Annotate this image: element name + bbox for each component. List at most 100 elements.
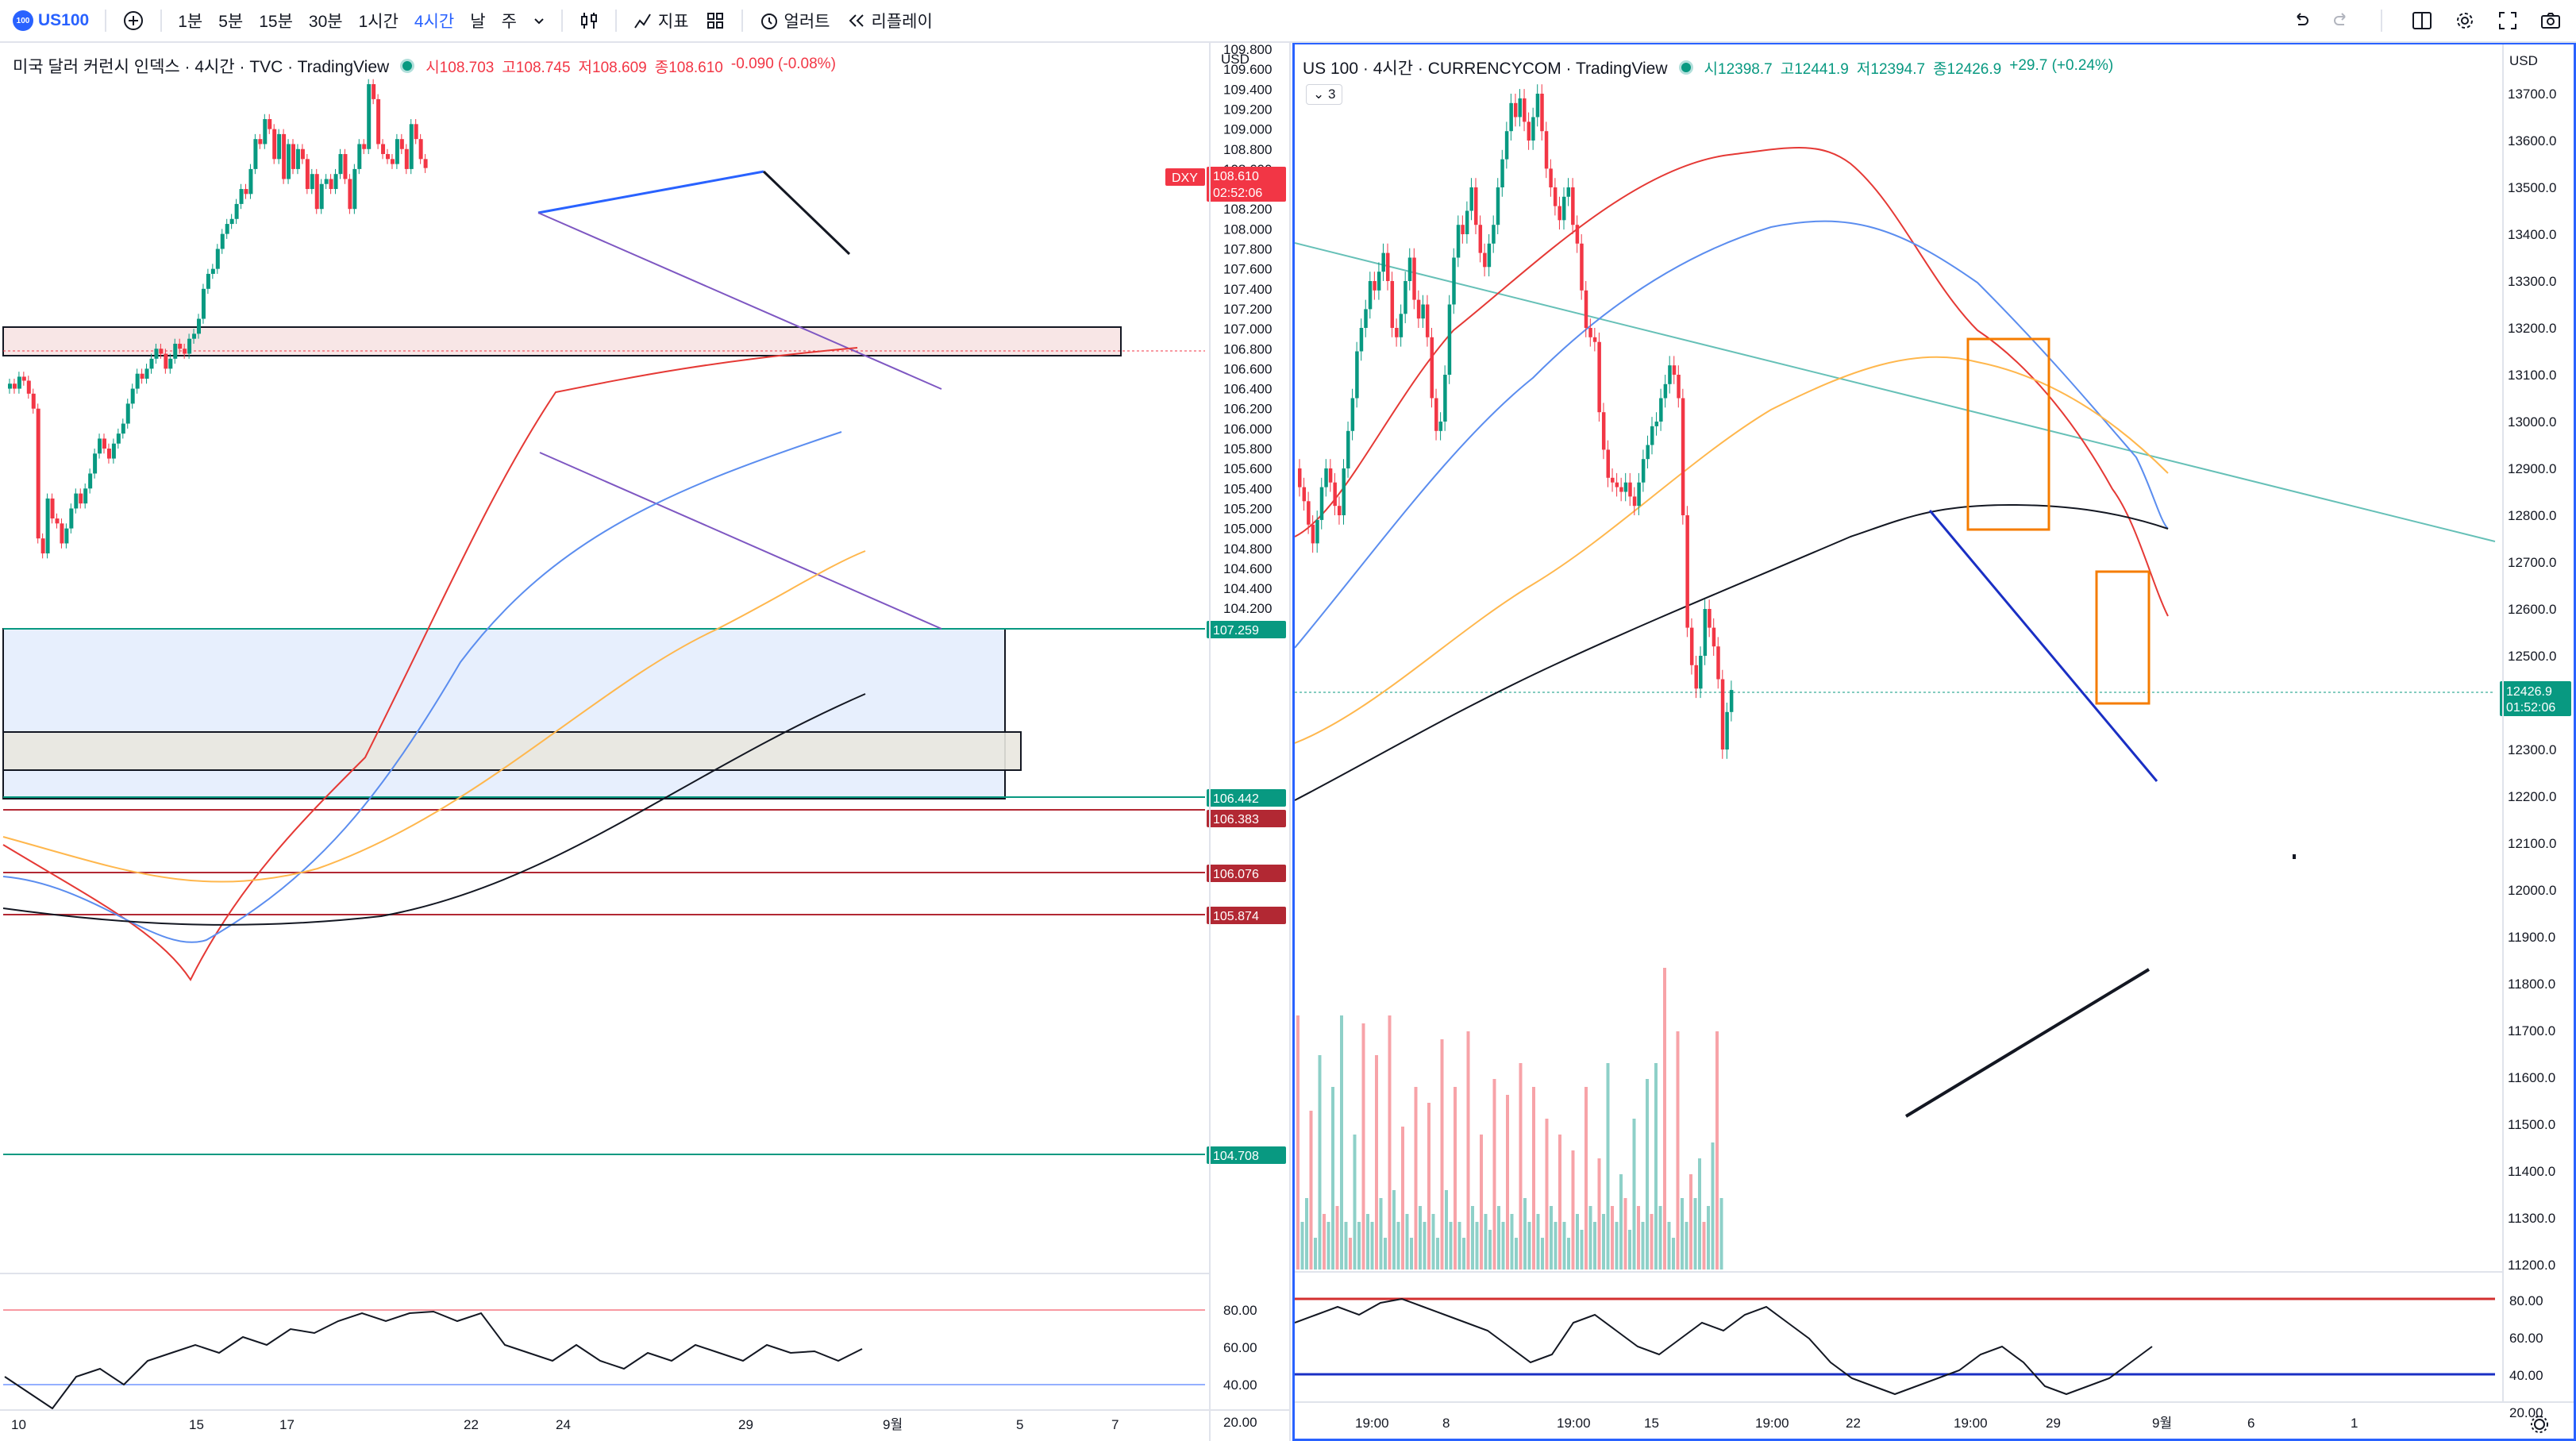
- interval-1h[interactable]: 1시간: [358, 13, 399, 31]
- price-tick: 104.600: [1223, 561, 1272, 576]
- ma-blue: [2, 431, 842, 943]
- volume-bar: [1554, 1222, 1558, 1270]
- candle: [1456, 225, 1461, 258]
- candle: [64, 528, 69, 544]
- interval-dropdown-icon[interactable]: [525, 14, 553, 27]
- rewind-icon: [849, 14, 864, 27]
- candle: [60, 523, 64, 544]
- candle: [1531, 117, 1535, 141]
- interval-15m[interactable]: 15분: [259, 13, 293, 31]
- candle: [372, 84, 376, 99]
- ma-orange: [1295, 356, 2169, 744]
- price-tick: 12500.0: [2508, 649, 2556, 664]
- candle: [1328, 468, 1333, 483]
- indicators-button[interactable]: 지표: [625, 9, 697, 33]
- currency-selector[interactable]: USD: [2509, 53, 2538, 68]
- candle: [1496, 187, 1500, 225]
- divider: [741, 10, 743, 32]
- interval-1m[interactable]: 1분: [178, 13, 203, 31]
- price-tick: 104.200: [1223, 601, 1272, 616]
- volume-bar: [1711, 1142, 1715, 1270]
- alert-label: 얼러트: [784, 13, 830, 31]
- candle: [1377, 272, 1381, 291]
- candle: [201, 288, 206, 319]
- price-tick: 13300.0: [2508, 274, 2556, 289]
- price-tick: 13500.0: [2508, 180, 2556, 195]
- currency-selector[interactable]: USD: [1221, 52, 1249, 67]
- us100-chart-canvas[interactable]: 13700.0 13600.0 13500.0 13400.0 13300.0 13200…: [1295, 44, 2574, 1441]
- candle: [1386, 252, 1390, 281]
- svg-text:108.610: 108.610: [1213, 170, 1259, 183]
- dxy-chart-canvas[interactable]: 109.800 109.600 109.400 109.200 109.000 108.8…: [0, 43, 1289, 1441]
- settings-gear-icon[interactable]: [2531, 1416, 2548, 1433]
- replay-button[interactable]: 리플레이: [838, 9, 941, 33]
- candle: [376, 98, 381, 144]
- indicators-collapse-button[interactable]: ⌄ 3: [1306, 84, 1343, 105]
- time-tick: 22: [464, 1417, 479, 1432]
- indicator-count: 3: [1327, 87, 1336, 102]
- price-tick: 11300.0: [2508, 1211, 2555, 1226]
- candle: [8, 383, 12, 389]
- candle: [173, 343, 178, 359]
- price-tick: 107.400: [1223, 282, 1272, 297]
- symbol-search[interactable]: 100 US100: [0, 10, 97, 31]
- interval-4h[interactable]: 4시간: [414, 13, 455, 31]
- candle: [1549, 168, 1553, 187]
- volume-bar: [1702, 1222, 1706, 1270]
- settings-gear-icon[interactable]: [2454, 10, 2476, 32]
- volume-bar: [1436, 1238, 1439, 1270]
- candle: [305, 159, 310, 190]
- add-symbol-icon[interactable]: [114, 10, 152, 32]
- candle: [111, 443, 116, 459]
- demand-zone: [2, 628, 1006, 799]
- candle: [164, 353, 168, 369]
- redo-icon[interactable]: [2331, 10, 2352, 31]
- volume-bar: [1501, 1222, 1505, 1270]
- symbol-logo-icon: 100: [13, 10, 33, 31]
- price-label: DXY: [1165, 168, 1205, 186]
- candle: [210, 268, 215, 274]
- volume-bar: [1497, 1206, 1500, 1270]
- dxy-chart-panel[interactable]: 미국 달러 커런시 인덱스 · 4시간 · TVC · TradingView …: [0, 43, 1291, 1441]
- price-tick: 109.000: [1223, 122, 1272, 137]
- volume-bar: [1707, 1206, 1710, 1270]
- svg-text:106.383: 106.383: [1213, 813, 1259, 826]
- undo-icon[interactable]: [2290, 10, 2311, 31]
- ma-black: [2, 693, 866, 926]
- drop-trendline: [1928, 510, 2158, 782]
- dxy-close: 종108.610: [654, 59, 723, 76]
- ma-blue: [1295, 220, 2169, 649]
- us100-change: +29.7 (+0.24%): [2009, 56, 2114, 74]
- volume-bar: [1672, 1238, 1675, 1270]
- time-tick: 17: [279, 1417, 295, 1432]
- volume-bar: [1488, 1230, 1492, 1270]
- volume-bar: [1698, 1158, 1701, 1270]
- camera-icon[interactable]: [2539, 10, 2562, 32]
- interval-week[interactable]: 주: [501, 13, 517, 31]
- us100-chart-panel[interactable]: US 100 · 4시간 · CURRENCYCOM · TradingView…: [1292, 43, 2576, 1441]
- volume-bar: [1685, 1222, 1688, 1270]
- volume-bar: [1466, 1031, 1470, 1270]
- volume-bar: [1392, 1190, 1396, 1270]
- candle: [1580, 243, 1584, 291]
- candle: [1650, 426, 1654, 445]
- interval-30m[interactable]: 30분: [308, 13, 343, 31]
- fullscreen-icon[interactable]: [2497, 10, 2519, 32]
- interval-day[interactable]: 날: [470, 13, 486, 31]
- symbol-name[interactable]: US100: [38, 11, 90, 29]
- candle: [1575, 225, 1580, 244]
- dxy-chart-title: 미국 달러 커런시 인덱스 · 4시간 · TVC · TradingView: [13, 58, 390, 76]
- alert-button[interactable]: 얼러트: [751, 9, 838, 33]
- price-label: 105.874: [1207, 907, 1286, 924]
- volume-bar: [1323, 1214, 1326, 1270]
- price-tick: 12300.0: [2508, 742, 2556, 757]
- candle: [1500, 159, 1504, 187]
- layout-panels-icon[interactable]: [2411, 10, 2433, 32]
- price-tick: 11400.0: [2508, 1164, 2555, 1179]
- layout-grid-icon[interactable]: [697, 10, 734, 31]
- time-tick: 24: [556, 1417, 571, 1432]
- candle: [215, 249, 220, 269]
- interval-5m[interactable]: 5분: [218, 13, 244, 31]
- candle: [88, 473, 93, 489]
- chart-type-candles-icon[interactable]: [571, 10, 607, 31]
